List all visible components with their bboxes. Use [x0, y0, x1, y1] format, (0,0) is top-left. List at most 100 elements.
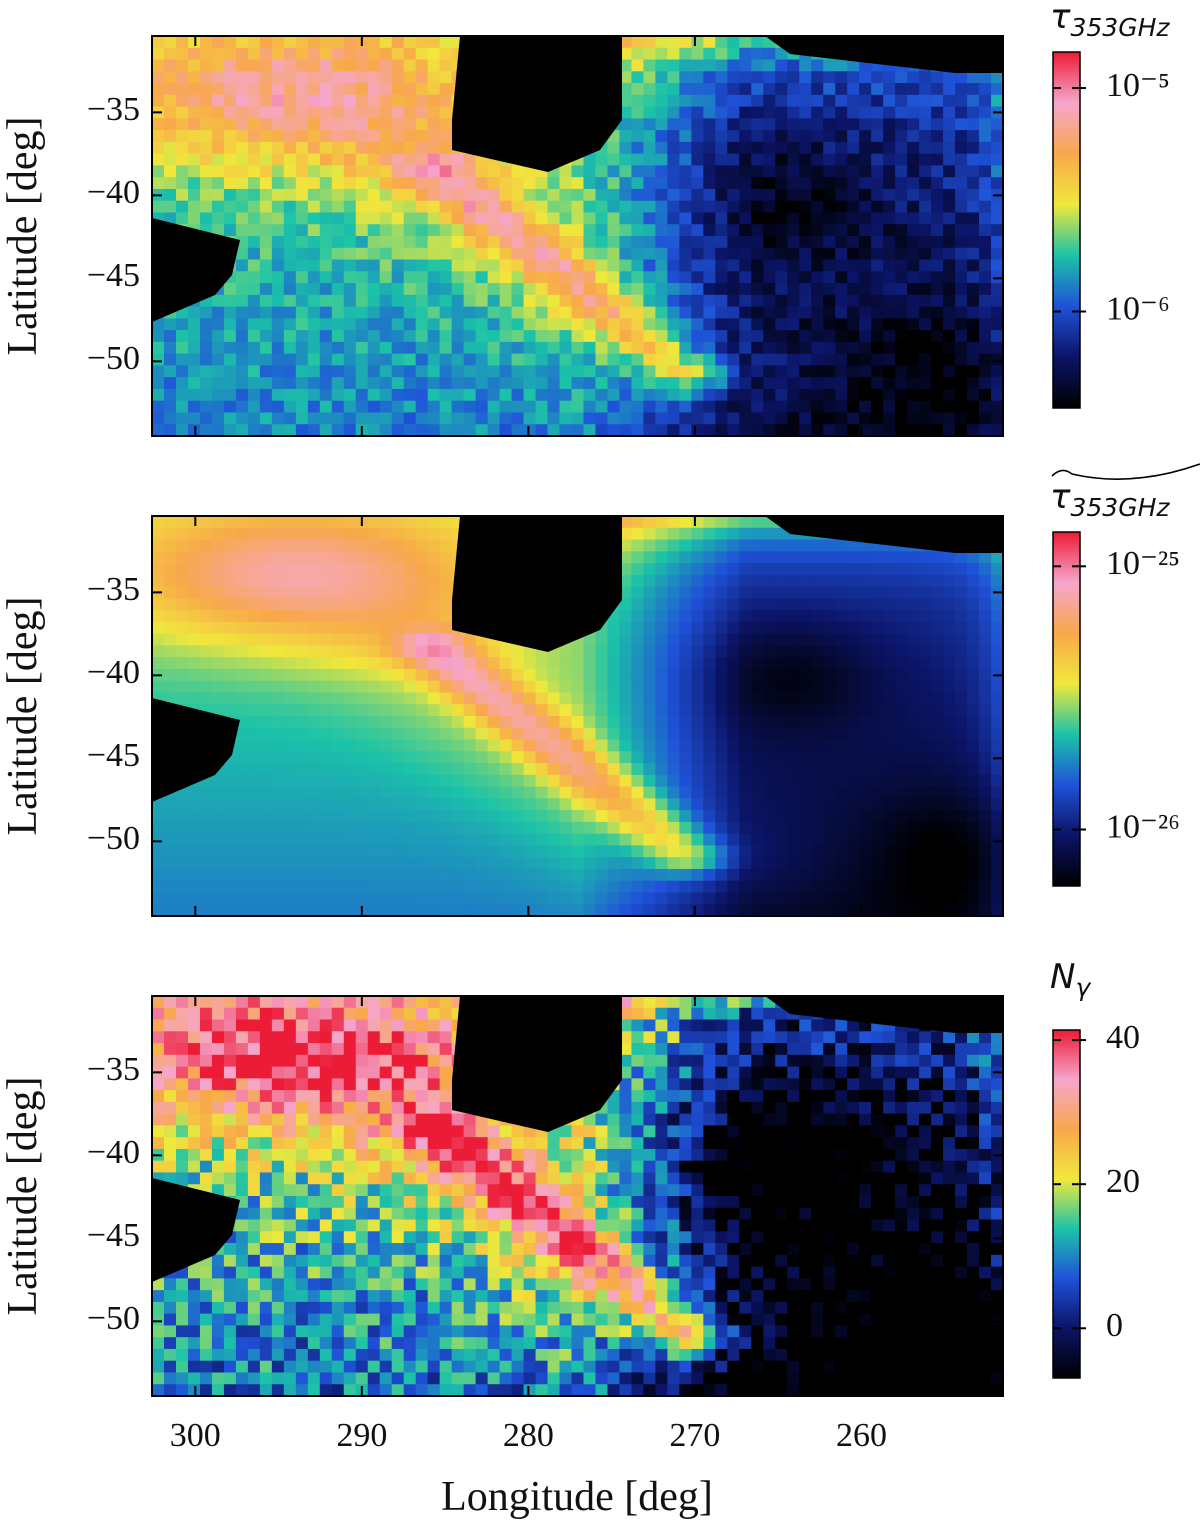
map-cell	[967, 657, 980, 670]
map-cell	[751, 610, 764, 623]
map-cell	[919, 845, 932, 858]
map-cell	[367, 845, 381, 858]
map-cell	[223, 59, 237, 72]
map-cell	[259, 177, 273, 190]
map-cell	[331, 598, 345, 611]
map-cell	[787, 680, 800, 694]
map-cell	[907, 763, 920, 776]
map-cell	[955, 165, 968, 178]
map-cell	[391, 892, 405, 905]
map-cell	[175, 563, 189, 576]
map-cell	[163, 892, 177, 905]
map-cell	[691, 516, 704, 529]
map-cell	[607, 377, 621, 390]
map-cell	[415, 306, 429, 319]
map-cell	[775, 200, 788, 214]
map-cell	[223, 704, 237, 717]
map-cell	[283, 236, 297, 249]
map-cell	[487, 798, 501, 811]
map-cell	[787, 786, 800, 799]
map-cell	[259, 845, 273, 858]
map-cell	[607, 353, 621, 367]
map-cell	[295, 283, 309, 296]
colorbar-title: τ353GHz	[1050, 477, 1170, 522]
map-cell	[835, 539, 848, 552]
map-cell	[883, 763, 896, 776]
map-cell	[211, 680, 225, 694]
map-cell	[703, 763, 716, 776]
map-cell	[763, 598, 776, 611]
map-cell	[883, 621, 896, 635]
map-cell	[967, 71, 980, 84]
map-cell	[535, 294, 549, 308]
map-cell	[643, 668, 657, 682]
map-cell	[955, 868, 968, 882]
map-cell	[811, 810, 824, 823]
map-cell	[187, 83, 201, 96]
map-cell	[187, 868, 201, 882]
map-cell	[763, 551, 776, 564]
map-cell	[211, 412, 225, 425]
map-cell	[283, 892, 297, 905]
map-cell	[355, 177, 369, 190]
map-cell	[895, 880, 908, 894]
map-cell	[883, 106, 896, 119]
map-cell	[895, 377, 908, 390]
map-cell	[691, 598, 704, 611]
map-cell	[619, 704, 633, 717]
map-cell	[247, 680, 261, 694]
map-cell	[487, 212, 501, 225]
map-cell	[451, 365, 465, 378]
map-cell	[739, 200, 752, 214]
map-cell	[619, 563, 633, 576]
map-cell	[415, 36, 429, 49]
map-cell	[667, 621, 680, 635]
map-cell	[931, 727, 944, 741]
map-cell	[355, 306, 369, 319]
map-cell	[415, 786, 429, 799]
map-cell	[295, 36, 309, 49]
map-cell	[703, 177, 716, 190]
map-cell	[823, 106, 836, 119]
map-cell	[571, 810, 585, 823]
map-cell	[271, 704, 285, 717]
map-cell	[631, 200, 645, 214]
map-cell	[247, 271, 261, 284]
map-cell	[379, 400, 393, 414]
map-cell	[715, 810, 728, 823]
map-cell	[679, 130, 692, 143]
map-cell	[511, 739, 525, 752]
map-cell	[379, 306, 393, 319]
map-cell	[367, 516, 381, 529]
map-cell	[907, 388, 920, 402]
map-cell	[247, 574, 261, 588]
map-cell	[355, 330, 369, 343]
map-cell	[739, 833, 752, 847]
map-cell	[367, 71, 381, 84]
map-cell	[163, 212, 177, 225]
map-cell	[175, 153, 189, 167]
map-cell	[631, 845, 645, 858]
map-cell	[943, 692, 956, 705]
map-cell	[259, 247, 273, 261]
map-cell	[679, 377, 692, 390]
map-cell	[367, 247, 381, 261]
map-cell	[991, 294, 1004, 308]
map-cell	[943, 271, 956, 284]
map-cell	[403, 318, 417, 331]
map-cell	[643, 880, 657, 894]
map-cell	[271, 177, 285, 190]
map-cell	[823, 165, 836, 178]
map-cell	[991, 621, 1004, 635]
map-cell	[427, 657, 441, 670]
map-cell	[907, 353, 920, 367]
map-cell	[403, 212, 417, 225]
map-cell	[163, 1090, 177, 1103]
map-cell	[199, 118, 213, 131]
map-cell	[787, 83, 800, 96]
map-cell	[763, 377, 776, 390]
map-cell	[355, 353, 369, 367]
map-cell	[223, 165, 237, 178]
map-cell	[715, 318, 728, 331]
map-cell	[739, 318, 752, 331]
